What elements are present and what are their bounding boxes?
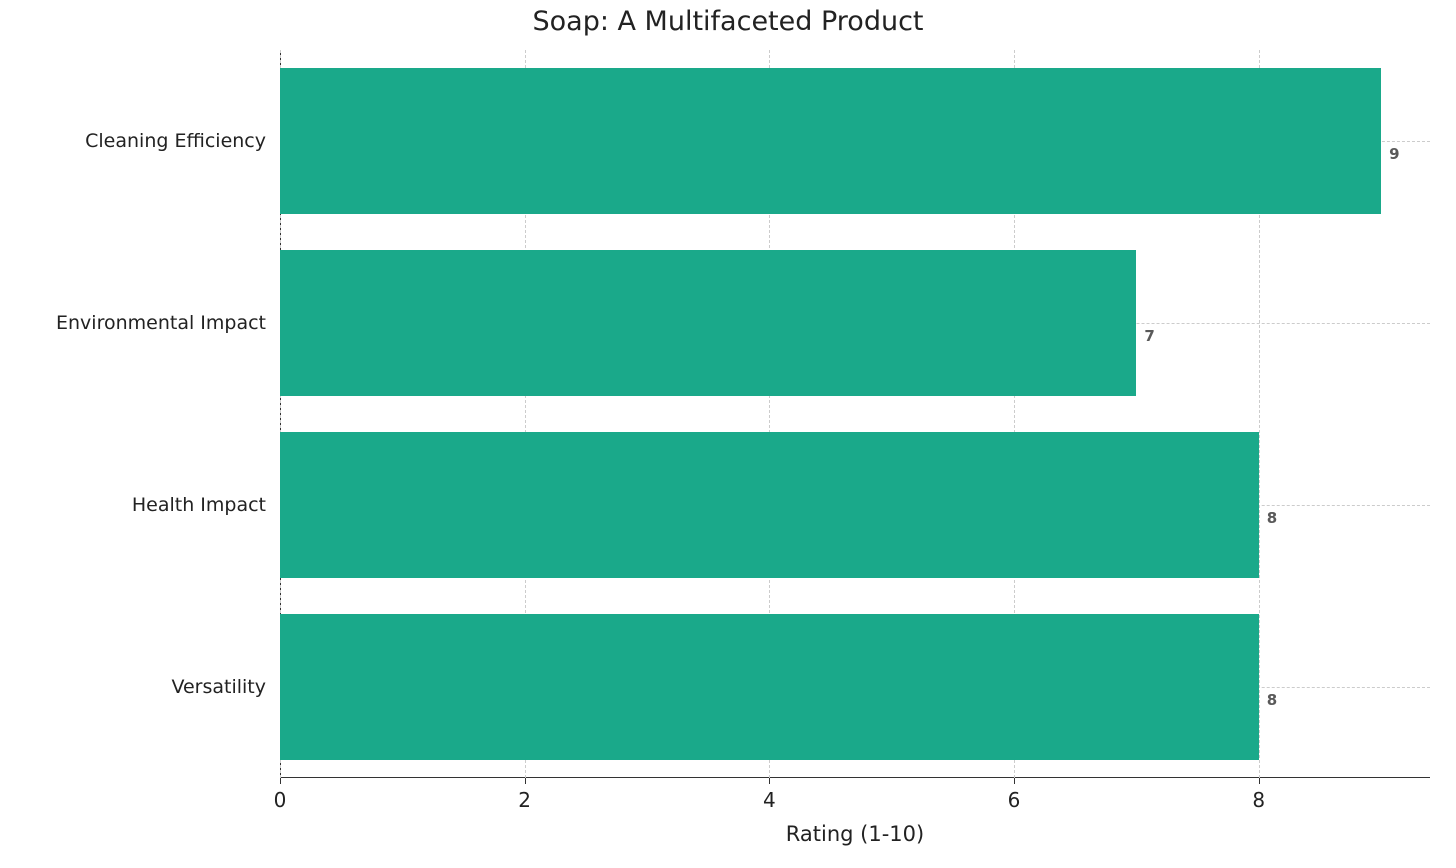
x-tick-label: 2	[518, 788, 531, 812]
bar	[280, 68, 1381, 214]
bar-value-label: 8	[1267, 691, 1277, 709]
x-tick-mark	[769, 778, 770, 784]
chart-container: Soap: A Multifaceted Product Rating (1-1…	[0, 0, 1456, 868]
x-tick-mark	[280, 778, 281, 784]
y-tick-label: Cleaning Efficiency	[85, 130, 266, 152]
x-tick-mark	[1259, 778, 1260, 784]
x-tick-label: 8	[1252, 788, 1265, 812]
bar	[280, 614, 1259, 760]
x-tick-label: 0	[274, 788, 287, 812]
bar	[280, 432, 1259, 578]
plot-area: Rating (1-10) 02468Cleaning Efficiency9E…	[280, 50, 1430, 778]
x-axis-label: Rating (1-10)	[786, 822, 924, 846]
x-tick-label: 4	[763, 788, 776, 812]
chart-title: Soap: A Multifaceted Product	[0, 6, 1456, 37]
y-tick-label: Environmental Impact	[56, 312, 266, 334]
bar	[280, 250, 1136, 396]
x-tick-mark	[525, 778, 526, 784]
x-tick-mark	[1014, 778, 1015, 784]
y-tick-label: Health Impact	[132, 494, 266, 516]
y-tick-label: Versatility	[171, 676, 266, 698]
bar-value-label: 7	[1144, 327, 1154, 345]
bar-value-label: 8	[1267, 509, 1277, 527]
x-tick-label: 6	[1008, 788, 1021, 812]
bar-value-label: 9	[1389, 145, 1399, 163]
x-axis-spine	[280, 777, 1430, 778]
